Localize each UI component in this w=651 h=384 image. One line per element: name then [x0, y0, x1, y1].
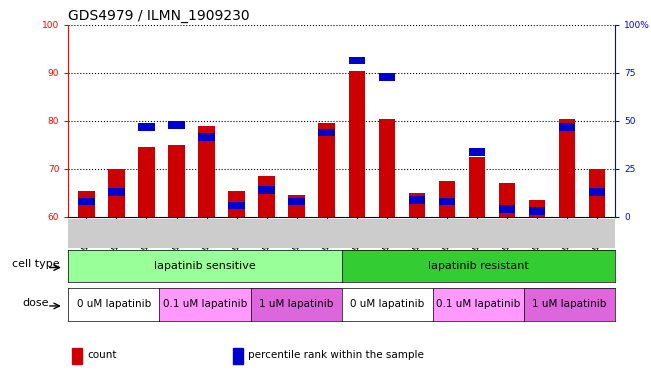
Bar: [78, 190, 94, 217]
Bar: [318, 129, 335, 136]
Text: 0 uM lapatinib: 0 uM lapatinib: [77, 299, 151, 310]
Bar: [409, 193, 425, 217]
Bar: [78, 198, 94, 205]
Bar: [499, 183, 516, 217]
Bar: [199, 126, 215, 217]
Bar: [138, 123, 155, 131]
Bar: [469, 157, 485, 217]
Bar: [72, 348, 82, 364]
Bar: [199, 134, 215, 141]
Bar: [439, 198, 455, 205]
Bar: [379, 119, 395, 217]
Text: 1 uM lapatinib: 1 uM lapatinib: [259, 299, 333, 310]
Bar: [559, 123, 575, 131]
Bar: [108, 188, 125, 196]
Bar: [168, 145, 185, 217]
Text: 0.1 uM lapatinib: 0.1 uM lapatinib: [436, 299, 521, 310]
Text: percentile rank within the sample: percentile rank within the sample: [248, 350, 424, 360]
Bar: [409, 196, 425, 204]
Text: lapatinib resistant: lapatinib resistant: [428, 261, 529, 271]
Bar: [529, 207, 546, 215]
Text: cell type: cell type: [12, 259, 60, 269]
Bar: [529, 200, 546, 217]
Bar: [258, 176, 275, 217]
Bar: [589, 169, 605, 217]
Bar: [348, 71, 365, 217]
Bar: [348, 57, 365, 65]
Bar: [439, 181, 455, 217]
Text: 0 uM lapatinib: 0 uM lapatinib: [350, 299, 424, 310]
Bar: [258, 186, 275, 194]
Bar: [469, 148, 485, 156]
Bar: [233, 348, 243, 364]
Bar: [559, 119, 575, 217]
Bar: [168, 121, 185, 129]
Text: 0.1 uM lapatinib: 0.1 uM lapatinib: [163, 299, 247, 310]
Bar: [379, 73, 395, 81]
Text: count: count: [87, 350, 117, 360]
Bar: [499, 205, 516, 213]
Text: dose: dose: [23, 298, 49, 308]
Bar: [318, 123, 335, 217]
Bar: [108, 169, 125, 217]
Bar: [288, 195, 305, 217]
Bar: [138, 147, 155, 217]
Bar: [229, 190, 245, 217]
Bar: [288, 198, 305, 205]
Bar: [229, 202, 245, 209]
Text: lapatinib sensitive: lapatinib sensitive: [154, 261, 256, 271]
Bar: [589, 188, 605, 196]
Text: 1 uM lapatinib: 1 uM lapatinib: [533, 299, 607, 310]
Text: GDS4979 / ILMN_1909230: GDS4979 / ILMN_1909230: [68, 8, 250, 23]
